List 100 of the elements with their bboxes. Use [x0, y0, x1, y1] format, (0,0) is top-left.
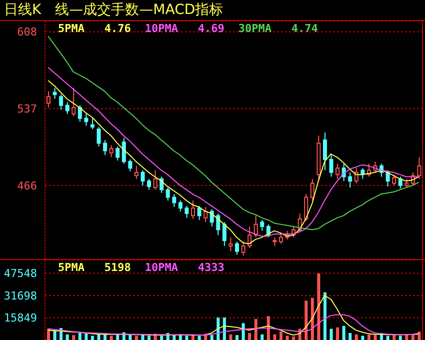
candlestick: [235, 241, 239, 256]
bar: [286, 336, 289, 340]
bar: [128, 335, 132, 340]
bar: [348, 332, 352, 340]
candlestick: [72, 88, 76, 117]
candlestick: [386, 170, 390, 187]
candlestick: [96, 126, 101, 147]
candlestick: [134, 165, 138, 180]
candlestick: [392, 174, 396, 186]
candlestick: [172, 194, 176, 208]
candlestick: [222, 222, 226, 246]
candlestick: [228, 236, 233, 252]
bar: [266, 316, 270, 340]
chart-title: 日线K 线—成交手数—MACD指标: [4, 1, 224, 19]
bar: [141, 334, 144, 340]
bar: [90, 336, 94, 340]
bar: [84, 334, 88, 340]
candlestick: [122, 137, 126, 164]
y-tick-label: 537: [17, 102, 37, 116]
bar: [367, 334, 370, 340]
bar: [216, 318, 220, 340]
bar: [292, 336, 296, 340]
bar: [78, 332, 82, 340]
candlestick: [128, 158, 132, 172]
bar: [386, 336, 390, 340]
bar: [405, 334, 408, 340]
bar: [310, 298, 314, 340]
bar: [392, 335, 396, 340]
bar: [398, 336, 402, 340]
candlestick: [348, 172, 352, 188]
y-tick-label: 15849: [4, 312, 37, 325]
bar: [210, 335, 214, 340]
candlestick: [59, 94, 64, 110]
y-tick-label: 466: [17, 179, 37, 192]
candlestick: [147, 178, 152, 190]
candlestick: [103, 139, 108, 156]
candlestick: [140, 170, 145, 186]
bar: [248, 332, 252, 340]
candlestick: [260, 219, 264, 232]
candlestick: [254, 215, 258, 238]
candlestick: [46, 90, 50, 108]
bar: [66, 334, 69, 340]
candlestick: [241, 241, 246, 256]
line-series: [48, 36, 420, 230]
bar: [160, 336, 164, 340]
candlestick: [191, 200, 196, 220]
text: 10PMA 4333: [144, 261, 224, 274]
bar: [273, 334, 276, 340]
candlestick: [109, 144, 114, 158]
candlestick: [153, 170, 158, 190]
bar: [116, 334, 120, 340]
candlestick: [166, 187, 170, 202]
bar: [172, 335, 176, 340]
candlestick: [248, 226, 252, 249]
bar: [361, 336, 364, 340]
candlestick: [78, 104, 82, 122]
bar: [229, 334, 232, 340]
candlestick: [216, 213, 220, 236]
bar: [134, 336, 138, 340]
bar: [192, 335, 195, 340]
candlestick: [90, 118, 94, 130]
bar: [236, 335, 238, 340]
y-tick-label: 47548: [4, 267, 37, 280]
bar: [110, 336, 113, 340]
bar: [279, 332, 282, 340]
bar: [198, 336, 201, 340]
bar: [354, 334, 358, 340]
bar: [374, 335, 377, 340]
bar: [304, 300, 308, 340]
y-tick-label: 608: [17, 26, 37, 39]
bar: [148, 336, 151, 340]
text: 30PMA 4.74: [238, 22, 318, 35]
text: 5PMA 4.76: [58, 22, 131, 35]
candlestick: [398, 176, 402, 190]
text: 10PMA 4.69: [144, 22, 224, 35]
bar: [330, 328, 333, 340]
bar: [72, 335, 76, 340]
y-tick-label: 31698: [4, 289, 37, 302]
line-series: [48, 314, 420, 336]
candlestick: [417, 156, 422, 180]
candlestick: [52, 88, 57, 100]
candlestick: [116, 146, 120, 162]
bar: [323, 292, 326, 340]
candlestick: [204, 206, 208, 223]
text: 5PMA 5198: [58, 261, 131, 274]
candlestick: [322, 132, 327, 171]
candlestick: [310, 178, 314, 202]
bar: [185, 336, 188, 340]
bar: [242, 323, 245, 340]
candlestick: [84, 114, 88, 126]
bar: [254, 318, 258, 340]
candlestick: [184, 205, 189, 218]
candlestick: [197, 205, 202, 220]
bar: [411, 335, 414, 340]
bar: [260, 334, 264, 340]
candlestick: [329, 154, 334, 178]
candlestick: [178, 200, 182, 212]
candlestick: [65, 102, 70, 115]
bar: [317, 273, 320, 340]
candlestick: [336, 163, 340, 180]
